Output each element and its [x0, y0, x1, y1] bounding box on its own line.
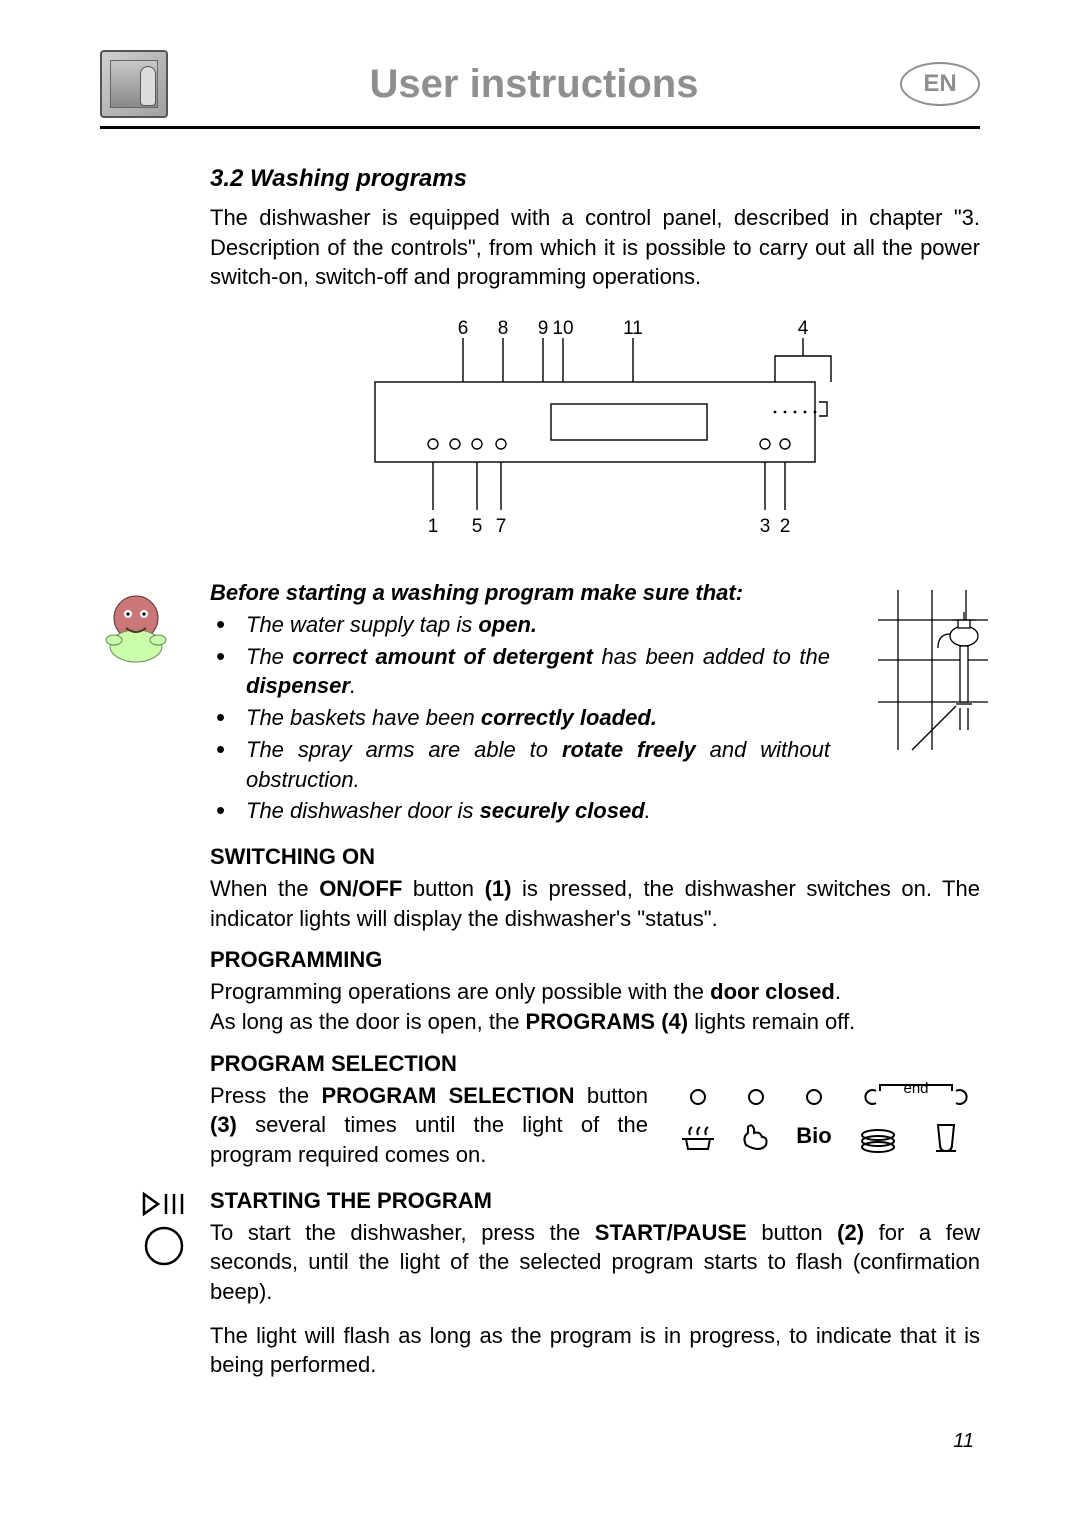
- svg-text:end: end: [903, 1081, 928, 1097]
- water-tap-icon: [878, 590, 1008, 770]
- checklist-list: The water supply tap is open.The correct…: [210, 610, 830, 826]
- svg-text:10: 10: [552, 318, 573, 339]
- page: User instructions EN 3.2 Washing program…: [0, 0, 1080, 1513]
- control-panel-diagram: 6 8 910 11 4 1 57 32: [345, 312, 845, 552]
- page-title: User instructions: [168, 62, 900, 107]
- starting-head: STARTING THE PROGRAM: [210, 1188, 980, 1214]
- program-selection-row: Press the PROGRAM SELECTION button (3) s…: [210, 1081, 980, 1170]
- checklist-item: The baskets have been correctly loaded.: [210, 703, 830, 733]
- pre-start-checklist-block: Before starting a washing program make s…: [210, 580, 980, 826]
- header-rule: [100, 126, 980, 129]
- program-selection-head: PROGRAM SELECTION: [210, 1051, 980, 1077]
- section-heading: 3.2 Washing programs: [210, 165, 980, 193]
- page-number: 11: [100, 1430, 980, 1453]
- svg-text:9: 9: [538, 318, 549, 339]
- svg-text:6: 6: [458, 318, 469, 339]
- appliance-icon: [100, 50, 168, 118]
- switching-on-text: When the ON/OFF button (1) is pressed, t…: [210, 874, 980, 933]
- svg-text:Bio: Bio: [796, 1123, 831, 1148]
- programming-text-2: As long as the door is open, the PROGRAM…: [210, 1007, 980, 1037]
- program-selection-text: Press the PROGRAM SELECTION button (3) s…: [210, 1081, 648, 1170]
- checklist-item: The dishwasher door is securely closed.: [210, 796, 830, 826]
- svg-text:2: 2: [780, 516, 791, 537]
- starting-program-block: STARTING THE PROGRAM To start the dishwa…: [210, 1188, 980, 1380]
- programming-text-1: Programming operations are only possible…: [210, 977, 980, 1007]
- svg-text:1: 1: [428, 516, 439, 537]
- checklist-item: The spray arms are able to rotate freely…: [210, 735, 830, 794]
- mascot-icon: [96, 586, 176, 666]
- header-row: User instructions EN: [100, 50, 980, 118]
- intro-paragraph: The dishwasher is equipped with a contro…: [210, 203, 980, 292]
- checklist-text: Before starting a washing program make s…: [210, 580, 980, 826]
- program-icons-strip: end Bio: [670, 1081, 980, 1157]
- programming-head: PROGRAMMING: [210, 947, 980, 973]
- language-badge: EN: [900, 62, 980, 106]
- switching-on-head: SWITCHING ON: [210, 844, 980, 870]
- svg-text:5: 5: [472, 516, 483, 537]
- svg-text:11: 11: [623, 318, 643, 339]
- svg-text:3: 3: [760, 516, 771, 537]
- svg-text:4: 4: [798, 318, 809, 339]
- svg-text:7: 7: [496, 516, 507, 537]
- checklist-item: The correct amount of detergent has been…: [210, 642, 830, 701]
- starting-text-2: The light will flash as long as the prog…: [210, 1321, 980, 1380]
- content-column: 3.2 Washing programs The dishwasher is e…: [210, 165, 980, 1380]
- checklist-title: Before starting a washing program make s…: [210, 580, 830, 606]
- start-pause-icon: [140, 1190, 188, 1275]
- checklist-item: The water supply tap is open.: [210, 610, 830, 640]
- starting-text-1: To start the dishwasher, press the START…: [210, 1218, 980, 1307]
- svg-text:8: 8: [498, 318, 509, 339]
